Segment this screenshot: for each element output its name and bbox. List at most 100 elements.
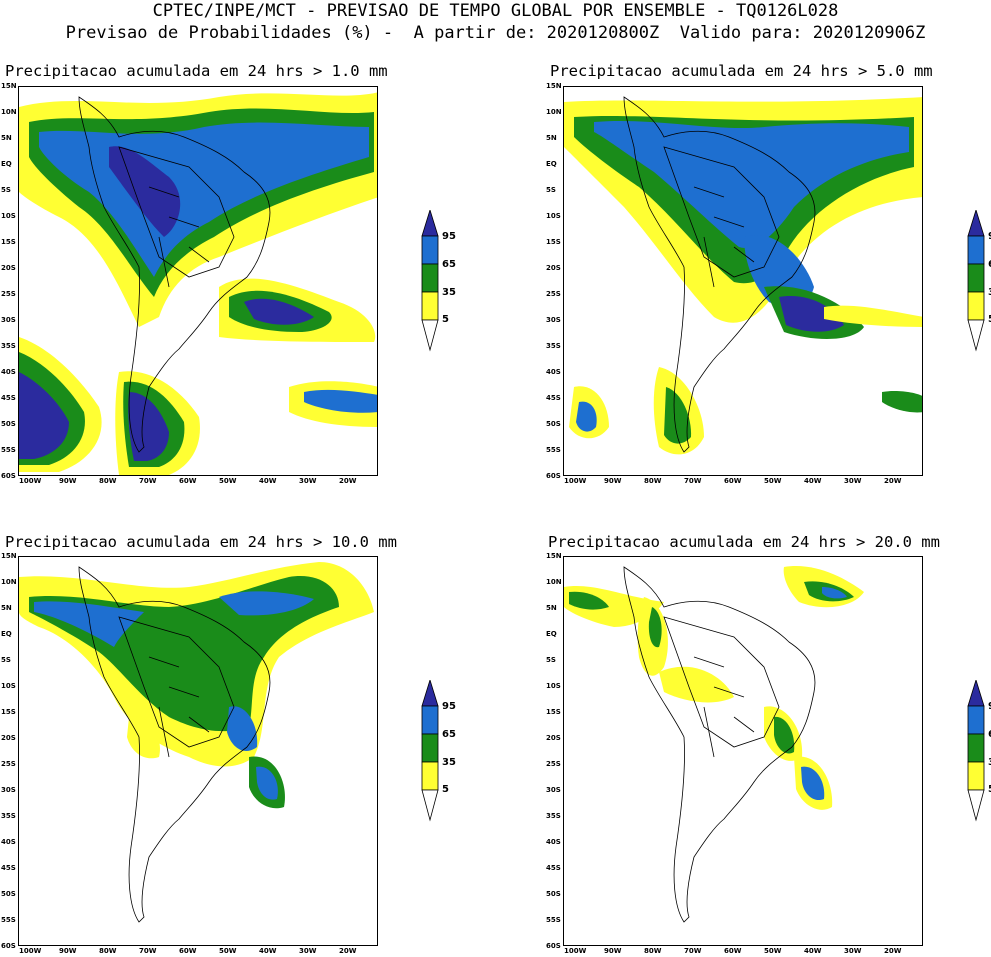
lon-tick-label: 80W	[644, 477, 662, 485]
colorbar-label: 35	[988, 757, 991, 768]
lat-tick-label: 5S	[1, 656, 11, 664]
continent-outline	[78, 566, 271, 923]
lat-tick-label: 40S	[1, 838, 16, 846]
colorbar-3: 95 65 35 5	[420, 680, 466, 825]
lon-tick-label: 20W	[884, 477, 902, 485]
lon-tick-label: 100W	[19, 947, 42, 955]
lon-tick-label: 40W	[259, 947, 277, 955]
colorbar-segment	[421, 705, 439, 735]
lon-tick-label: 70W	[684, 477, 702, 485]
lon-tick-label: 30W	[844, 947, 862, 955]
lat-tick-label: 50S	[1, 420, 16, 428]
colorbar-label: 35	[988, 287, 991, 298]
colorbar-segment	[967, 705, 985, 735]
colorbar-label: 95	[988, 701, 991, 712]
colorbar-label: 65	[988, 729, 991, 740]
colorbar-segment	[967, 263, 985, 293]
lat-tick-label: 30S	[546, 316, 561, 324]
colorbar-4: 95 65 35 5	[966, 680, 991, 825]
colorbar-top-triangle	[967, 680, 985, 707]
lon-tick-label: 30W	[844, 477, 862, 485]
lat-tick-label: 5N	[546, 134, 557, 142]
continent-outline	[623, 566, 816, 923]
colorbar-label: 5	[442, 314, 449, 325]
colorbar-label: 5	[988, 314, 991, 325]
lat-tick-label: 15S	[546, 238, 561, 246]
lon-tick-label: 20W	[339, 477, 357, 485]
lon-tick-label: 100W	[19, 477, 42, 485]
lon-tick-label: 60W	[179, 477, 197, 485]
lat-tick-label: 5S	[546, 186, 556, 194]
colorbar-2: 95 65 35 5	[966, 210, 991, 355]
lat-tick-label: 50S	[546, 890, 561, 898]
lat-tick-label: 20S	[546, 734, 561, 742]
panel-4-map	[563, 556, 923, 946]
lon-tick-label: 90W	[59, 477, 77, 485]
lat-tick-label: 40S	[546, 838, 561, 846]
lat-tick-label: 45S	[1, 394, 16, 402]
lon-tick-label: 80W	[99, 947, 117, 955]
colorbar-label: 35	[442, 287, 456, 298]
lat-tick-label: EQ	[546, 160, 557, 168]
lon-tick-label: 80W	[644, 947, 662, 955]
lat-tick-label: 30S	[1, 316, 16, 324]
lon-tick-label: 100W	[564, 477, 587, 485]
lon-tick-label: 50W	[219, 477, 237, 485]
lon-tick-label: 30W	[299, 477, 317, 485]
colorbar-bottom-triangle	[421, 789, 439, 822]
continent-outline	[78, 96, 271, 453]
lat-tick-label: 35S	[1, 342, 16, 350]
lat-tick-label: 25S	[546, 290, 561, 298]
figure-subtitle: Previsao de Probabilidades (%) - A parti…	[65, 23, 926, 43]
lat-tick-label: 5S	[546, 656, 556, 664]
lat-tick-label: 35S	[1, 812, 16, 820]
lat-tick-label: 40S	[1, 368, 16, 376]
figure-title: CPTEC/INPE/MCT - PREVISAO DE TEMPO GLOBA…	[152, 1, 839, 21]
panel-1-map	[18, 86, 378, 476]
probability-field	[19, 562, 374, 809]
colorbar-label: 5	[988, 784, 991, 795]
colorbar-label: 5	[442, 784, 449, 795]
lon-tick-label: 40W	[259, 477, 277, 485]
colorbar-1: 95 65 35 5	[420, 210, 466, 355]
panel-4-title: Precipitacao acumulada em 24 hrs > 20.0 …	[548, 533, 940, 551]
lat-tick-label: 15N	[546, 82, 562, 90]
colorbar-segment	[967, 235, 985, 265]
lat-tick-label: 10S	[1, 212, 16, 220]
lat-tick-label: 15S	[1, 708, 16, 716]
lon-tick-label: 50W	[764, 947, 782, 955]
colorbar-segment	[421, 263, 439, 293]
panel-2-title: Precipitacao acumulada em 24 hrs > 5.0 m…	[550, 62, 933, 80]
colorbar-segment	[421, 761, 439, 791]
lat-tick-label: 35S	[546, 812, 561, 820]
lat-tick-label: 60S	[1, 472, 16, 480]
lat-tick-label: 10N	[546, 578, 562, 586]
colorbar-top-triangle	[967, 210, 985, 237]
lon-tick-label: 90W	[59, 947, 77, 955]
panel-3-title: Precipitacao acumulada em 24 hrs > 10.0 …	[5, 533, 397, 551]
colorbar-segment	[967, 761, 985, 791]
lon-tick-label: 70W	[684, 947, 702, 955]
lat-tick-label: 20S	[546, 264, 561, 272]
lat-tick-label: 25S	[1, 760, 16, 768]
lat-tick-label: EQ	[1, 160, 12, 168]
lat-tick-label: 15S	[1, 238, 16, 246]
lon-tick-label: 90W	[604, 477, 622, 485]
lon-tick-label: 60W	[724, 947, 742, 955]
lon-tick-label: 70W	[139, 947, 157, 955]
colorbar-segment	[967, 733, 985, 763]
lat-tick-label: 55S	[546, 446, 561, 454]
lat-tick-label: 20S	[1, 264, 16, 272]
probability-field	[19, 92, 377, 475]
continent-outline	[623, 96, 816, 453]
lat-tick-label: 55S	[1, 446, 16, 454]
lat-tick-label: 45S	[546, 394, 561, 402]
colorbar-segment	[421, 291, 439, 321]
lat-tick-label: 60S	[546, 472, 561, 480]
lon-tick-label: 70W	[139, 477, 157, 485]
lat-tick-label: 10S	[546, 682, 561, 690]
colorbar-label: 95	[442, 231, 456, 242]
lon-tick-label: 30W	[299, 947, 317, 955]
lat-tick-label: 30S	[1, 786, 16, 794]
colorbar-top-triangle	[421, 210, 439, 237]
